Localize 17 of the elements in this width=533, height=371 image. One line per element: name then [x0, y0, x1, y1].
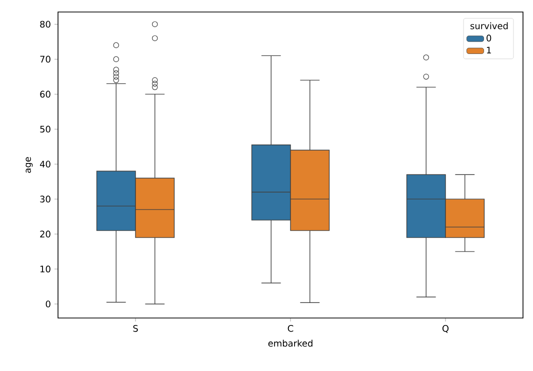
- x-tick-label: Q: [442, 325, 449, 333]
- y-tick-label: 20: [40, 230, 50, 238]
- x-tick-label: C: [288, 325, 294, 332]
- y-tick-label: 40: [40, 160, 50, 168]
- x-tick-label: S: [133, 325, 138, 332]
- x-axis-title: embarked: [268, 340, 312, 347]
- y-tick-label: 80: [40, 20, 50, 28]
- y-tick-label: 70: [40, 56, 50, 63]
- y-tick-label: 50: [40, 126, 50, 133]
- y-axis-title: age: [26, 157, 33, 173]
- legend-title: survived: [470, 22, 508, 30]
- y-tick-label: 30: [40, 196, 50, 202]
- y-tick-label: 0: [46, 300, 50, 308]
- y-tick-label: 60: [40, 90, 50, 98]
- legend-label: 1: [486, 46, 491, 54]
- y-tick-label: 10: [40, 266, 50, 272]
- legend-label: 0: [486, 34, 492, 42]
